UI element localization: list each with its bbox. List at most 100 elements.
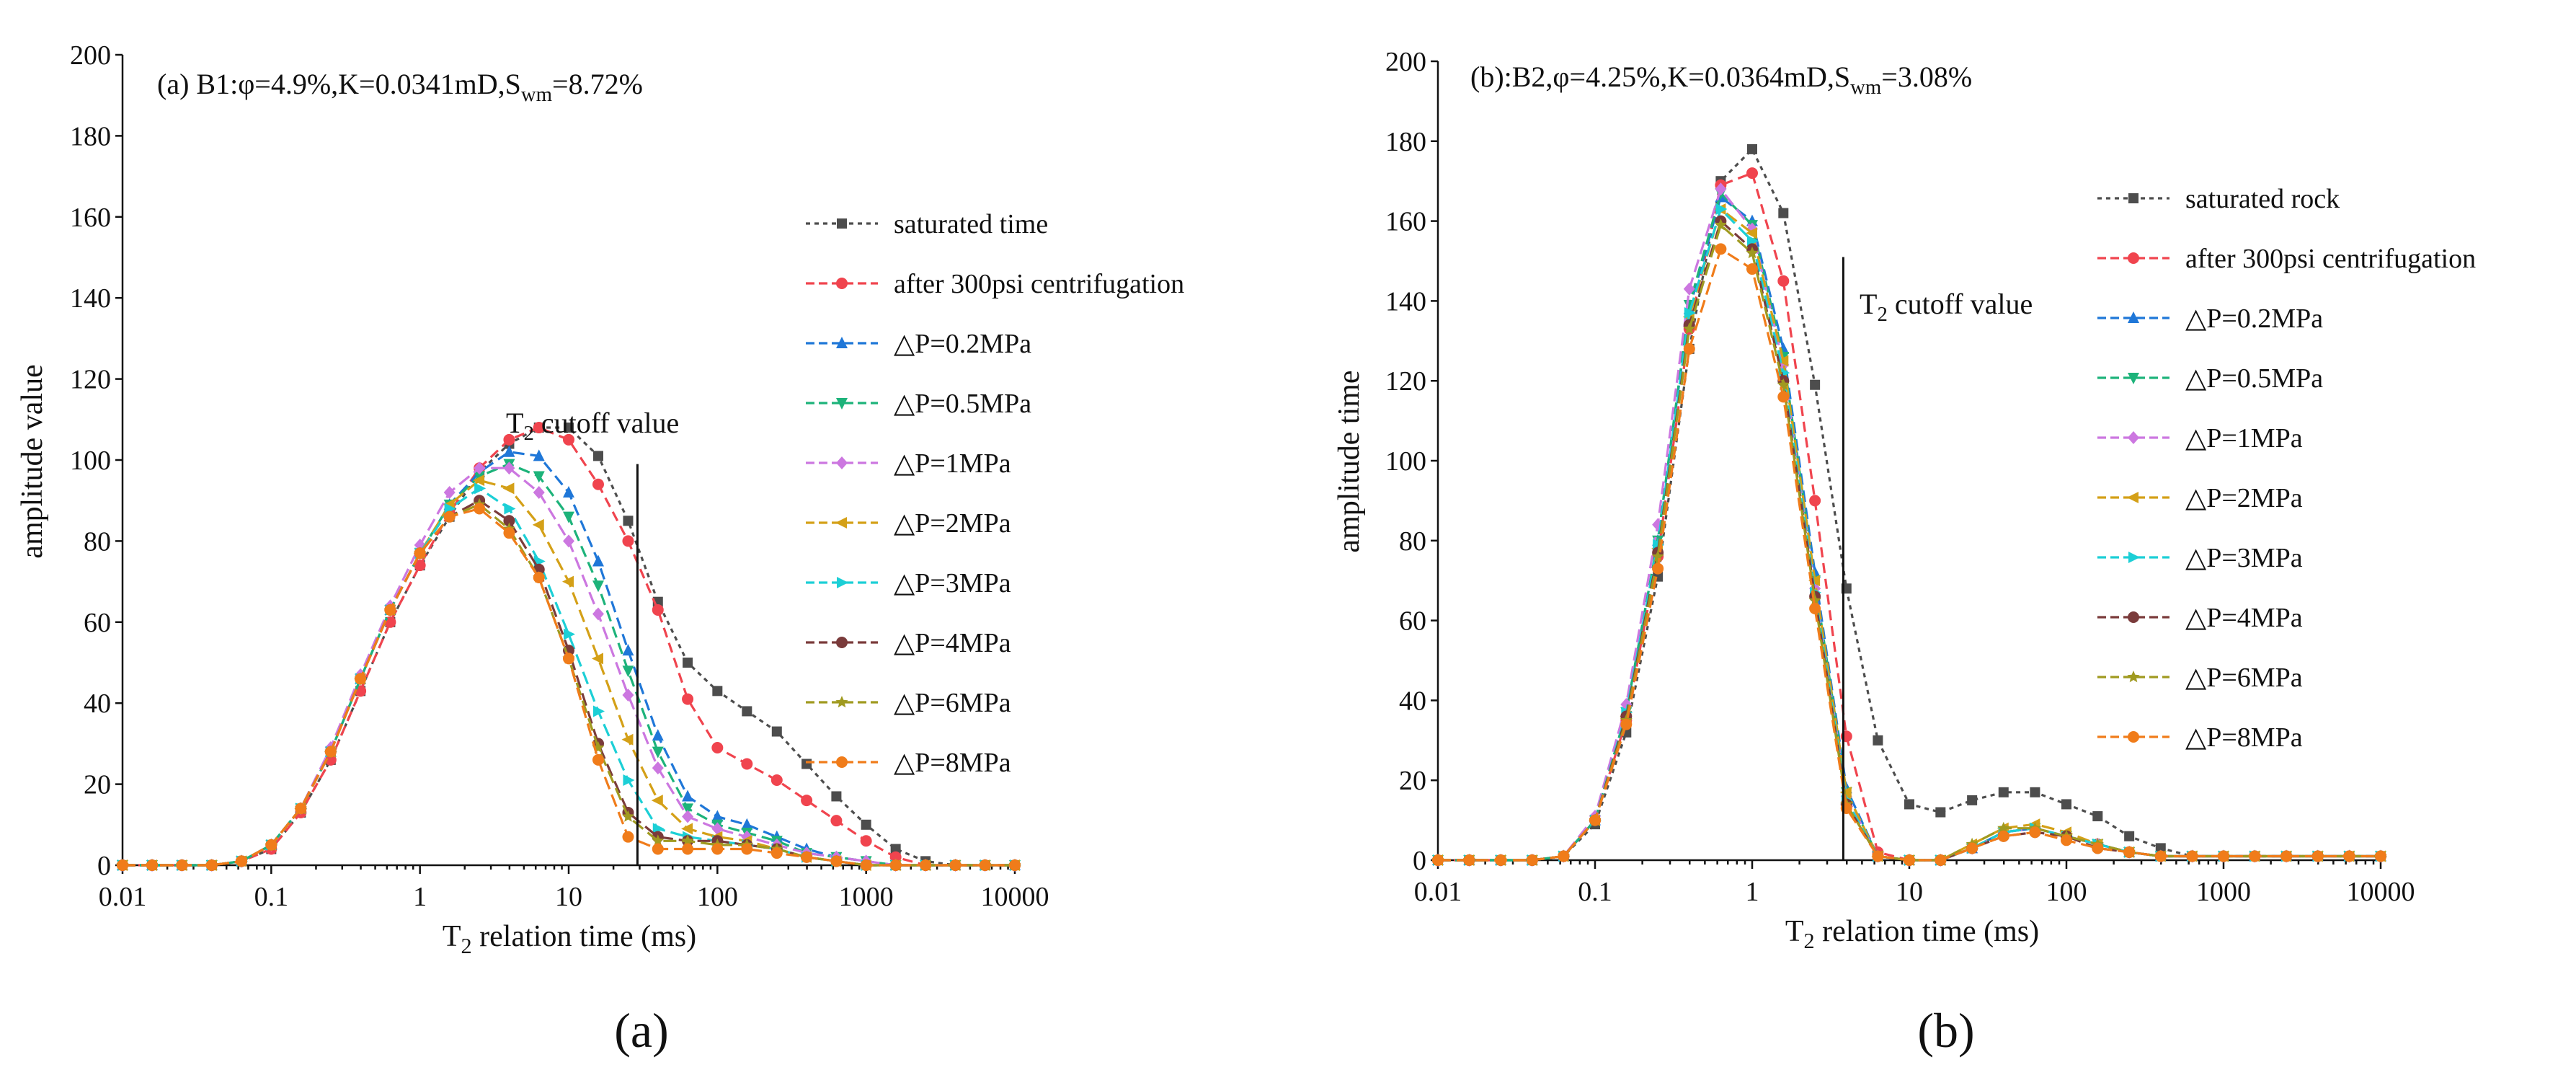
data-point: [1967, 795, 1978, 805]
legend-marker: [2127, 671, 2140, 683]
data-point: [1777, 275, 1790, 287]
y-tick-label: 100: [1385, 446, 1426, 477]
data-point: [622, 831, 634, 843]
data-point: [1777, 391, 1790, 403]
data-point: [1558, 850, 1570, 862]
y-tick-label: 80: [1399, 526, 1426, 557]
data-point: [1463, 854, 1475, 866]
data-point: [563, 433, 574, 446]
legend-label: after 300psi centrifugation: [2185, 244, 2476, 274]
y-tick-label: 100: [70, 446, 111, 476]
series-line: [123, 507, 1015, 867]
chart-title-subscript: wm: [1850, 76, 1881, 99]
legend-label: △P=4MPa: [894, 628, 1011, 658]
x-tick-label: 10000: [2347, 877, 2415, 907]
data-point: [801, 851, 813, 863]
legend-label: △P=1MPa: [894, 448, 1011, 479]
data-point: [2154, 850, 2167, 862]
data-point: [2123, 846, 2136, 858]
data-point: [324, 746, 337, 758]
data-point: [2280, 850, 2293, 862]
y-tick-label: 160: [1385, 207, 1426, 237]
legend-marker: [2128, 431, 2139, 444]
legend-marker: [2128, 193, 2138, 203]
legend-marker: [2127, 492, 2138, 503]
data-point: [443, 510, 456, 523]
chart-title-main: (b):B2,φ=4.25%,K=0.0364mD,S: [1470, 61, 1850, 93]
legend-marker: [836, 456, 848, 469]
data-point: [474, 471, 486, 483]
data-point: [711, 822, 724, 836]
x-tick-label: 1: [1746, 877, 1759, 907]
data-point: [652, 843, 664, 855]
legend-label: △P=8MPa: [894, 748, 1011, 778]
data-point: [682, 803, 694, 815]
legend-label: △P=8MPa: [2185, 722, 2303, 753]
x-tick-label: 1000: [2196, 877, 2251, 907]
y-tick-label: 140: [70, 283, 111, 314]
data-point: [889, 851, 902, 863]
data-point: [532, 518, 544, 531]
y-tick-label: 0: [97, 851, 111, 881]
y-tick-label: 20: [84, 770, 111, 800]
data-point: [1746, 227, 1757, 239]
data-point: [801, 759, 812, 769]
data-point: [1873, 735, 1883, 746]
legend-label: △P=1MPa: [2185, 423, 2303, 454]
series-line: [123, 467, 1015, 867]
data-point: [503, 527, 515, 539]
data-point: [1589, 814, 1601, 826]
data-point: [741, 758, 753, 770]
cutoff-label-main: T: [1860, 288, 1877, 320]
data-point: [384, 603, 396, 616]
data-point: [652, 603, 664, 616]
y-tick-label: 120: [70, 365, 111, 395]
x-axis-title-suffix: relation time (ms): [1815, 915, 2039, 948]
cutoff-label-main: T: [506, 407, 523, 439]
data-point: [652, 834, 665, 846]
y-tick-label: 60: [1399, 606, 1426, 637]
data-point: [711, 742, 724, 754]
data-point: [295, 802, 307, 815]
legend-label: △P=6MPa: [894, 688, 1011, 718]
legend-marker: [2128, 311, 2139, 323]
y-tick-label: 20: [1399, 766, 1426, 796]
legend-label: saturated time: [894, 209, 1048, 239]
chart-a: 0 20 40 60 80 100 120 140 160 180 200 0.01 0.1 1 10 100…: [16, 40, 1184, 1058]
data-point: [1432, 854, 1444, 866]
cutoff-label-suffix: cutoff value: [534, 407, 679, 439]
data-point: [355, 673, 367, 685]
data-point: [474, 482, 487, 495]
y-tick-label: 120: [1385, 366, 1426, 397]
data-point: [592, 607, 604, 621]
data-point: [2155, 843, 2166, 854]
chart-title-suffix: =8.72%: [552, 68, 643, 100]
legend-marker: [837, 577, 848, 588]
y-tick-label: 160: [70, 203, 111, 233]
data-point: [623, 774, 635, 786]
data-point: [592, 580, 604, 593]
data-point: [1009, 859, 1021, 871]
data-point: [623, 516, 634, 526]
legend-label: △P=6MPa: [2185, 663, 2303, 693]
data-point: [562, 575, 574, 588]
data-point: [592, 554, 604, 567]
legend-label: △P=0.2MPa: [894, 329, 1031, 359]
data-point: [1809, 495, 1821, 507]
data-point: [622, 666, 634, 678]
data-point: [1684, 307, 1696, 319]
data-point: [2061, 799, 2071, 810]
data-point: [831, 791, 842, 802]
data-point: [533, 485, 545, 499]
legend-marker: [836, 637, 848, 648]
data-point: [1747, 143, 1757, 154]
data-point: [1746, 246, 1759, 259]
data-point: [443, 485, 456, 499]
legend-label: saturated rock: [2185, 184, 2340, 214]
data-point: [1966, 842, 1978, 854]
data-point: [860, 859, 872, 871]
data-point: [949, 859, 961, 871]
data-point: [2092, 811, 2103, 822]
data-point: [533, 571, 545, 583]
chart-b: 0 20 40 60 80 100 120 140 160 180 200 0.01 0.1 1 10 100…: [1333, 47, 2476, 1058]
